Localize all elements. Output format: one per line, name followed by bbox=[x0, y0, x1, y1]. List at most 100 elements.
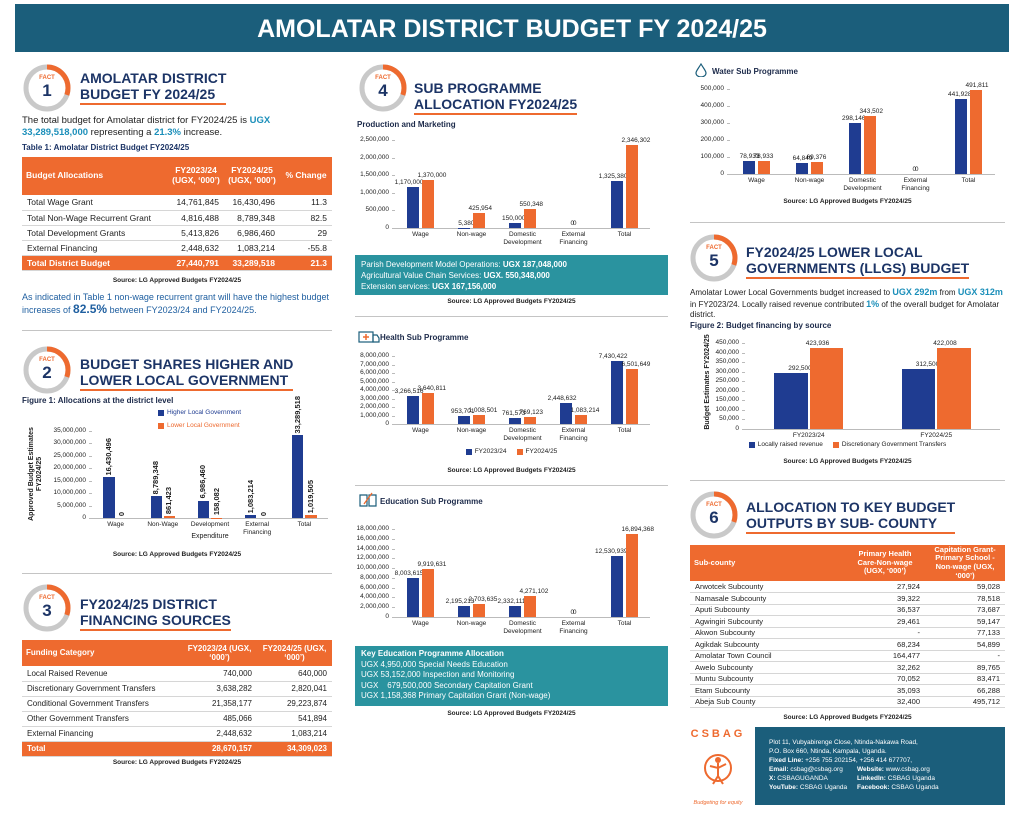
chart-title: Figure 1: Allocations at the district le… bbox=[22, 396, 174, 405]
y-tick-label: 4,000,000 bbox=[360, 386, 389, 393]
x-tick-label: Domestic Development bbox=[503, 427, 542, 442]
info-box: Parish Development Model Operations: UGX… bbox=[355, 255, 668, 295]
header-cell: Sub-county bbox=[694, 557, 736, 567]
y-tick bbox=[89, 480, 92, 482]
text: Amolatar Lower Local Governments budget … bbox=[690, 288, 893, 297]
table-cell: Conditional Government Transfers bbox=[27, 699, 149, 708]
water-icon bbox=[695, 63, 707, 77]
table-cell: 29 bbox=[317, 227, 327, 238]
value-label: 1,170,000 bbox=[394, 178, 424, 186]
y-tick bbox=[392, 577, 395, 579]
table-cell: 2,820,041 bbox=[291, 684, 327, 693]
table-cell: 6,986,460 bbox=[237, 227, 275, 238]
bar bbox=[757, 160, 771, 174]
y-tick bbox=[89, 505, 92, 507]
y-tick bbox=[392, 157, 395, 159]
bar bbox=[523, 596, 536, 617]
x-tick-label: Non-wage bbox=[456, 427, 487, 434]
ring-inner bbox=[30, 71, 64, 105]
table-row: Awelo Subcounty 32,262 89,765 bbox=[690, 662, 1005, 673]
info-box: Key Education Programme Allocation UGX 4,… bbox=[355, 646, 668, 706]
table-cell: 59,028 bbox=[977, 582, 1000, 591]
contact-value: +256 755 202154, +256 414 677707, bbox=[803, 757, 913, 764]
contact-value: CSBAGUGANDA bbox=[775, 775, 828, 782]
table-cell: 73,687 bbox=[977, 605, 1000, 615]
bar bbox=[625, 368, 638, 424]
divider bbox=[355, 316, 668, 317]
ring-inner bbox=[697, 498, 731, 532]
info-value: UGX 167,156,000 bbox=[432, 282, 497, 291]
legend: Higher Local Government Lower Local Gover… bbox=[158, 409, 241, 429]
x-tick-label: Total bbox=[617, 427, 632, 434]
highlight: 1% bbox=[866, 298, 880, 309]
y-tick bbox=[392, 210, 395, 212]
legend-label: Locally raised revenue bbox=[757, 441, 823, 448]
axis-line bbox=[395, 424, 650, 425]
value-label: 769,123 bbox=[519, 409, 544, 417]
fact-badge bbox=[690, 234, 738, 282]
table-cell: Agikdak Subcounty bbox=[695, 639, 760, 649]
fact-title-line: ALLOCATION FY2024/25 bbox=[414, 96, 578, 112]
ring-inner bbox=[30, 591, 64, 625]
value-label: 78,933 bbox=[753, 152, 774, 160]
fact-badge bbox=[23, 64, 71, 112]
x-tick-label: Wage bbox=[412, 620, 429, 627]
info-line: UGX 679,500,000 Secondary Capitation Gra… bbox=[361, 680, 533, 690]
value-label: 0 bbox=[570, 220, 575, 227]
book bbox=[359, 494, 377, 507]
fact-title-line: GOVERNMENTS (LLGS) BUDGET bbox=[746, 260, 970, 276]
value-label: 1,325,380 bbox=[598, 173, 628, 181]
fact-label: FACT bbox=[39, 357, 55, 363]
legend-label: Lower Local Government bbox=[167, 422, 240, 429]
legend-item: Locally raised revenue bbox=[748, 441, 823, 448]
table-cell: Muntu Subcounty bbox=[695, 674, 754, 684]
info-line: Extension services: UGX 167,156,000 bbox=[361, 281, 662, 292]
table-row: Agikdak Subcounty 68,234 54,899 bbox=[690, 639, 1005, 650]
y-tick-label: 100,000 bbox=[700, 153, 725, 160]
bar bbox=[421, 568, 434, 617]
bar bbox=[421, 393, 434, 424]
y-tick-label: 0 bbox=[385, 420, 389, 427]
bar bbox=[472, 213, 485, 228]
bar bbox=[611, 555, 624, 617]
logo-text: CSBAG bbox=[690, 728, 746, 740]
y-tick bbox=[89, 431, 92, 432]
x-tick-label: Domestic Development bbox=[503, 620, 542, 635]
header-cell: Funding Category bbox=[26, 648, 95, 658]
info-label: Extension services: bbox=[361, 282, 433, 291]
y-tick-label: 0 bbox=[735, 425, 739, 432]
y-tick bbox=[392, 607, 395, 609]
contact-label: YouTube: bbox=[769, 784, 799, 791]
table-cell: 28,670,157 bbox=[211, 744, 252, 753]
fact-label: FACT bbox=[39, 75, 55, 81]
y-tick bbox=[727, 123, 730, 124]
fact-title: SUB PROGRAMME ALLOCATION FY2024/25 bbox=[414, 80, 578, 115]
y-tick-label: 5,000,000 bbox=[360, 377, 389, 385]
fact-badge bbox=[359, 64, 407, 112]
source: Source: LG Approved Budgets FY2024/25 bbox=[447, 710, 576, 717]
table-cell: 59,147 bbox=[977, 616, 1000, 626]
y-tick-label: 8,000,000 bbox=[360, 573, 389, 581]
value-label: 6,501,649 bbox=[621, 360, 651, 368]
table-row: Local Raised Revenue 740,000 640,000 bbox=[22, 666, 332, 681]
table-cell: Namasale Subcounty bbox=[695, 593, 767, 603]
y-tick-label: 0 bbox=[720, 170, 724, 177]
header-bar bbox=[15, 4, 1009, 52]
bar bbox=[472, 415, 485, 424]
fact-title-line: SUB PROGRAMME bbox=[414, 80, 542, 96]
value-label: 861,423 bbox=[164, 486, 174, 514]
table-cell: 70,052 bbox=[897, 674, 920, 684]
table-cell: 29,461 bbox=[897, 616, 920, 626]
fact-label: FACT bbox=[706, 502, 722, 508]
bar bbox=[848, 123, 862, 174]
table-cell: 1,083,214 bbox=[237, 242, 275, 253]
info-line: Parish Development Model Operations: UGX… bbox=[361, 259, 662, 270]
y-tick-label: 6,000,000 bbox=[360, 369, 389, 376]
table-cell: 2,448,632 bbox=[181, 242, 219, 253]
source: Source: LG Approved Budgets FY2024/25 bbox=[112, 759, 242, 766]
badge-ring bbox=[23, 64, 71, 112]
bar bbox=[421, 179, 434, 228]
table-cell: 1,083,214 bbox=[291, 729, 327, 738]
value-label: 0 bbox=[117, 511, 127, 516]
